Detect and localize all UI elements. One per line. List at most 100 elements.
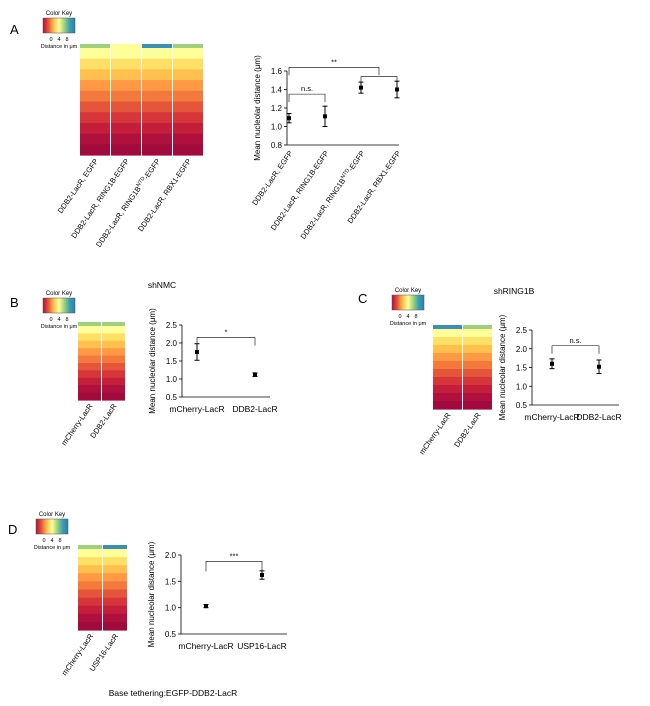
- heatmap-column-label: mCherry-LacR: [417, 411, 453, 457]
- color-key-tick: 4: [57, 37, 60, 43]
- panel-letter: D: [8, 522, 17, 537]
- heatmap-band: [111, 90, 141, 103]
- heatmap-band: [103, 581, 127, 591]
- heatmap-column: [102, 322, 125, 401]
- significance-bracket: n.s.: [551, 336, 600, 354]
- heatmap-band: [80, 90, 110, 103]
- heatmap-band: [463, 337, 492, 346]
- x-tick-label: mCherry-LacR: [524, 412, 579, 422]
- heatmap-band: [78, 549, 102, 558]
- heatmap-band: [433, 393, 462, 402]
- heatmap-band: [80, 144, 110, 156]
- x-tick-label: mCherry-LacR: [169, 404, 224, 414]
- significance-label: n.s.: [301, 84, 313, 93]
- y-axis-label: Mean nucleolar distance (μm): [253, 55, 262, 161]
- heatmap-band: [142, 80, 172, 92]
- heatmap-band: [433, 337, 462, 346]
- heatmap-band: [173, 122, 203, 135]
- heatmap-band: [78, 392, 101, 401]
- heatmap-band: [142, 101, 172, 113]
- heatmap-band: [433, 369, 462, 378]
- x-tick-label: DDB2-LacR: [232, 404, 277, 414]
- heatmap-band: [463, 345, 492, 354]
- significance-label: n.s.: [569, 336, 581, 345]
- heatmap-band: [78, 565, 102, 574]
- color-key-tick: 8: [65, 37, 68, 43]
- data-point: [597, 364, 601, 369]
- heatmap-band: [142, 58, 172, 70]
- heatmap-band: [142, 112, 172, 124]
- heatmap-band: [173, 144, 203, 156]
- significance-bracket: ***: [205, 551, 263, 572]
- heatmap-band: [173, 48, 203, 60]
- heatmap-column: [78, 322, 101, 401]
- heatmap-band: [80, 58, 110, 70]
- color-key-tick: 4: [57, 317, 60, 323]
- color-key-caption: Distance in μm: [41, 324, 78, 330]
- heatmap-band: [80, 48, 110, 60]
- heatmap-band: [102, 385, 125, 394]
- y-tick-label: 2.5: [166, 321, 178, 330]
- heatmap-band: [102, 370, 125, 379]
- color-key-bar: [35, 518, 69, 535]
- data-point: [323, 114, 327, 119]
- heatmap-band: [78, 348, 101, 357]
- heatmap-column-label: DDB2-LacR, RBX1-EGFP: [136, 157, 193, 233]
- color-key-title: Color Key: [46, 11, 72, 17]
- panel-title: shNMC: [148, 280, 176, 290]
- heatmap-band: [102, 340, 125, 349]
- heatmap-band: [80, 101, 110, 113]
- heatmap-band: [463, 369, 492, 378]
- data-point-group: [203, 604, 209, 609]
- bracket-line: [205, 561, 263, 572]
- heatmap-band: [78, 605, 102, 615]
- color-key-tick: 4: [50, 538, 53, 544]
- y-tick-label: 0.5: [516, 401, 528, 410]
- heatmap-band: [173, 101, 203, 113]
- bracket-line: [288, 93, 326, 103]
- y-axis-label: Mean nucleolar distance (μm): [148, 308, 157, 414]
- bracket-line: [288, 67, 380, 76]
- heatmap-band: [78, 573, 102, 582]
- significance-bracket: **: [288, 57, 380, 76]
- heatmap-band: [80, 112, 110, 124]
- heatmap-band: [102, 377, 125, 386]
- heatmap-band: [103, 597, 127, 607]
- data-point-group: [596, 359, 602, 374]
- y-tick-label: 1.0: [166, 375, 178, 384]
- heatmap-column: [80, 44, 110, 156]
- heatmap-column: [463, 325, 492, 410]
- heatmap-band: [463, 377, 492, 386]
- bracket-line: [360, 76, 398, 85]
- heatmap-band: [433, 385, 462, 394]
- significance-bracket: n.s.: [288, 84, 326, 103]
- data-point: [550, 361, 554, 366]
- panel-letter: A: [10, 22, 19, 37]
- y-tick-label: 1.0: [516, 382, 528, 391]
- heatmap-band: [103, 621, 127, 631]
- heatmap-band: [173, 90, 203, 103]
- color-key-tick: 8: [414, 314, 417, 320]
- heatmap-band: [78, 621, 102, 631]
- significance-label: ***: [230, 551, 239, 560]
- y-tick-label: 1.4: [271, 86, 283, 95]
- heatmap-band: [78, 385, 101, 394]
- y-tick-label: 2.0: [165, 551, 177, 560]
- heatmap-band: [78, 377, 101, 386]
- data-point-group: [286, 113, 292, 124]
- y-tick-label: 1.6: [271, 67, 283, 76]
- heatmap-band: [78, 557, 102, 566]
- y-tick-label: 1.5: [516, 364, 528, 373]
- chart: 0.5 1.0 1.5 2.0 2.5 Mean nucleolar distance (…: [148, 308, 278, 414]
- heatmap-band: [142, 69, 172, 81]
- data-point: [195, 350, 199, 354]
- x-tick-label: DDB2-LacR, RING1BNTD-EGFP: [299, 149, 367, 241]
- heatmap-band: [463, 361, 492, 370]
- significance-bracket: *: [196, 328, 256, 346]
- heatmap-band: [78, 326, 101, 334]
- footnote: Base tethering:EGFP-DDB2-LacR: [109, 688, 238, 698]
